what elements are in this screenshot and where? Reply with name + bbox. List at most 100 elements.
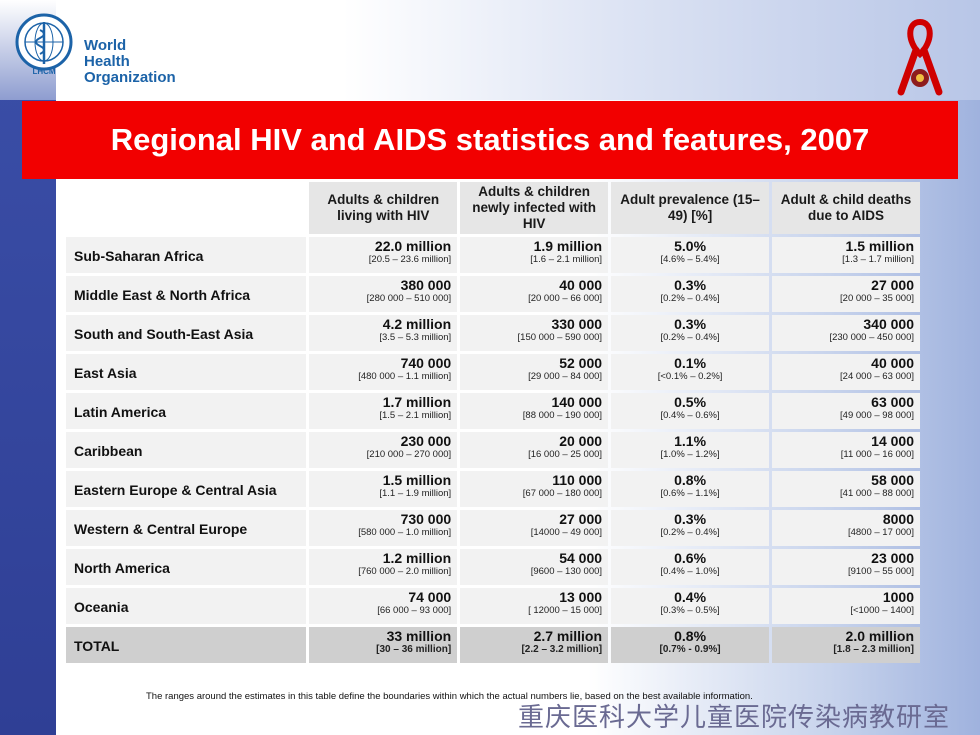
data-cell: 380 000 [280 000 – 510 000] — [309, 276, 458, 312]
estimate-value: 13 000 — [559, 589, 603, 605]
data-cell: 330 000 [150 000 – 590 000] — [460, 315, 609, 351]
title-bar: Regional HIV and AIDS statistics and fea… — [22, 101, 958, 179]
data-cell: 1.1% [1.0% – 1.2%] — [611, 432, 770, 468]
header-corner — [66, 182, 306, 234]
estimate-value: 1.9 million — [533, 238, 603, 254]
estimate-range: [41 000 – 88 000] — [840, 488, 914, 499]
who-logo: LHCM World Health Organization — [14, 8, 176, 86]
estimate-value: 1.5 million — [382, 472, 452, 488]
estimate-range: [1.3 – 1.7 million] — [842, 254, 914, 265]
data-cell: 0.3% [0.2% – 0.4%] — [611, 276, 770, 312]
estimate-range: [230 000 – 450 000] — [829, 332, 914, 343]
data-cell: 22.0 million [20.5 – 23.6 million] — [309, 237, 458, 273]
estimate-range: [30 – 36 million] — [376, 644, 452, 655]
column-header: Adults & children living with HIV — [309, 182, 458, 234]
data-cell: 1.5 million [1.3 – 1.7 million] — [772, 237, 920, 273]
estimate-range: [24 000 – 63 000] — [840, 371, 914, 382]
estimate-value: 63 000 — [871, 394, 914, 410]
table-total-row: TOTAL 33 million [30 – 36 million] 2.7 mill… — [66, 627, 920, 663]
estimate-value: 1.1% — [674, 433, 707, 449]
estimate-range: [4800 – 17 000] — [847, 527, 914, 538]
estimate-value: 0.5% — [674, 394, 707, 410]
who-logo-text: World Health Organization — [84, 38, 176, 86]
data-cell: 230 000 [210 000 – 270 000] — [309, 432, 458, 468]
estimate-range: [1.0% – 1.2%] — [660, 449, 720, 460]
estimate-value: 2.0 million — [845, 628, 914, 644]
estimate-value: 20 000 — [559, 433, 603, 449]
estimate-range: [14000 – 49 000] — [530, 527, 603, 538]
data-cell: 20 000 [16 000 – 25 000] — [460, 432, 609, 468]
data-cell: 140 000 [88 000 – 190 000] — [460, 393, 609, 429]
data-cell: 13 000[ 12000 – 15 000] — [460, 588, 609, 624]
estimate-value: 0.3% — [674, 316, 707, 332]
estimate-value: 0.8% — [674, 628, 707, 644]
estimate-value: 380 000 — [400, 277, 452, 293]
table-row: Oceania 74 000 [66 000 – 93 000] 13 000[ 12… — [66, 588, 920, 624]
estimate-value: 5.0% — [674, 238, 707, 254]
data-cell: 1.2 million [760 000 – 2.0 million] — [309, 549, 458, 585]
data-cell: 0.8% [0.6% – 1.1%] — [611, 471, 770, 507]
table-row: Western & Central Europe 730 000 [580 000 … — [66, 510, 920, 546]
table-row: Latin America 1.7 million [1.5 – 2.1 milli… — [66, 393, 920, 429]
estimate-value: 330 000 — [551, 316, 603, 332]
estimate-range: [66 000 – 93 000] — [377, 605, 452, 616]
footnote: The ranges around the estimates in this … — [146, 691, 753, 702]
estimate-range: [0.2% – 0.4%] — [660, 293, 720, 304]
estimate-range: [20 000 – 66 000] — [528, 293, 603, 304]
estimate-value: 740 000 — [400, 355, 452, 371]
estimate-range: [3.5 – 5.3 million] — [379, 332, 452, 343]
region-name: North America — [66, 549, 307, 585]
estimate-value: 14 000 — [871, 433, 914, 449]
red-ribbon-icon — [897, 18, 943, 96]
estimate-value: 140 000 — [551, 394, 603, 410]
region-name: Latin America — [66, 393, 307, 429]
estimate-value: 33 million — [386, 628, 452, 644]
estimate-range: [0.4% – 1.0%] — [660, 566, 720, 577]
data-cell: 63 000 [49 000 – 98 000] — [772, 393, 920, 429]
org-name-line1: World Health — [84, 37, 130, 70]
data-cell: 1.7 million [1.5 – 2.1 million] — [309, 393, 458, 429]
estimate-range: [0.4% – 0.6%] — [660, 410, 720, 421]
who-emblem-icon: LHCM — [15, 13, 73, 76]
estimate-range: [1.1 – 1.9 million] — [379, 488, 452, 499]
region-name: East Asia — [66, 354, 307, 390]
data-cell: 740 000 [480 000 – 1.1 million] — [309, 354, 458, 390]
data-cell: 0.5% [0.4% – 0.6%] — [611, 393, 770, 429]
statistics-table: Adults & children living with HIV Adults… — [63, 179, 923, 666]
data-cell: 74 000 [66 000 – 93 000] — [309, 588, 458, 624]
region-name: Oceania — [66, 588, 307, 624]
estimate-range: [0.3% – 0.5%] — [660, 605, 720, 616]
data-cell: 0.4% [0.3% – 0.5%] — [611, 588, 770, 624]
data-cell: 14 000 [11 000 – 16 000] — [772, 432, 920, 468]
estimate-range: [11 000 – 16 000] — [840, 449, 914, 460]
table-body: Sub-Saharan Africa 22.0 million [20.5 – 23… — [66, 237, 920, 663]
estimate-value: 4.2 million — [382, 316, 452, 332]
estimate-value: 730 000 — [400, 511, 452, 527]
column-header: Adult & child deaths due to AIDS — [772, 182, 920, 234]
region-name: TOTAL — [66, 627, 307, 663]
estimate-value: 0.6% — [674, 550, 707, 566]
data-cell: 0.8% [0.7% - 0.9%] — [611, 627, 770, 663]
data-cell: 1000 [<1000 – 1400] — [772, 588, 920, 624]
data-cell: 8000 [4800 – 17 000] — [772, 510, 920, 546]
estimate-range: [580 000 – 1.0 million] — [358, 527, 452, 538]
estimate-value: 340 000 — [863, 316, 914, 332]
estimate-value: 54 000 — [559, 550, 603, 566]
watermark-text: 重庆医科大学儿童医院传染病教研室 — [517, 703, 950, 733]
estimate-range: [<1000 – 1400] — [850, 605, 914, 616]
estimate-range: [0.2% – 0.4%] — [660, 527, 720, 538]
estimate-value: 27 000 — [559, 511, 603, 527]
estimate-value: 1000 — [882, 589, 914, 605]
table-row: Eastern Europe & Central Asia 1.5 million… — [66, 471, 920, 507]
data-cell: 2.0 million [1.8 – 2.3 million] — [772, 627, 920, 663]
data-cell: 54 000 [9600 – 130 000] — [460, 549, 609, 585]
estimate-value: 0.8% — [674, 472, 707, 488]
estimate-value: 1.5 million — [845, 238, 914, 254]
estimate-value: 74 000 — [408, 589, 452, 605]
org-name-line2: Organization — [84, 69, 176, 86]
estimate-range: [9100 – 55 000] — [847, 566, 914, 577]
data-cell: 340 000 [230 000 – 450 000] — [772, 315, 920, 351]
estimate-range: [4.6% – 5.4%] — [660, 254, 720, 265]
svg-text:LHCM: LHCM — [32, 67, 55, 76]
estimate-range: [ 12000 – 15 000] — [528, 605, 603, 616]
